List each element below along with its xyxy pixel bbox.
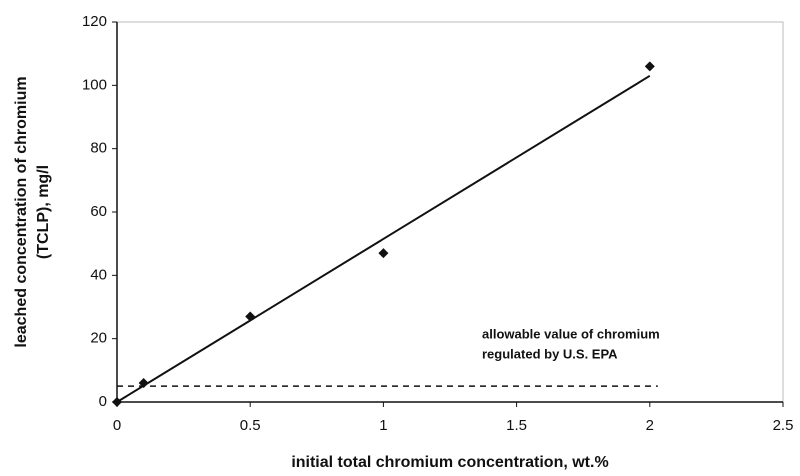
data-point bbox=[644, 61, 655, 72]
x-axis-label: initial total chromium concentration, wt… bbox=[291, 454, 608, 471]
y-tick-label: 80 bbox=[90, 140, 107, 157]
y-tick-label: 40 bbox=[90, 266, 107, 283]
data-point bbox=[378, 248, 389, 259]
y-tick-label: 0 bbox=[99, 393, 107, 410]
x-tick-label: 2 bbox=[646, 417, 654, 434]
y-axis-label: leached concentration of chromium bbox=[13, 76, 30, 347]
x-tick-label: 1 bbox=[379, 417, 387, 434]
annotation: regulated by U.S. EPA bbox=[482, 346, 618, 361]
x-tick-label: 0 bbox=[113, 417, 121, 434]
y-tick-label: 100 bbox=[82, 76, 107, 93]
y-tick-label: 60 bbox=[90, 203, 107, 220]
y-axis-label: (TCLP), mg/l bbox=[35, 165, 52, 259]
plot-frame bbox=[116, 21, 784, 403]
y-tick-label: 20 bbox=[90, 330, 107, 347]
y-axis-label-group: leached concentration of chromium (TCLP)… bbox=[13, 76, 52, 347]
fit-line bbox=[116, 74, 651, 403]
x-tick-label: 2.5 bbox=[773, 417, 794, 434]
x-tick-label: 1.5 bbox=[506, 417, 527, 434]
y-tick-label: 120 bbox=[82, 13, 107, 30]
x-tick-label: 0.5 bbox=[240, 417, 261, 434]
annotation: allowable value of chromium bbox=[482, 326, 660, 341]
